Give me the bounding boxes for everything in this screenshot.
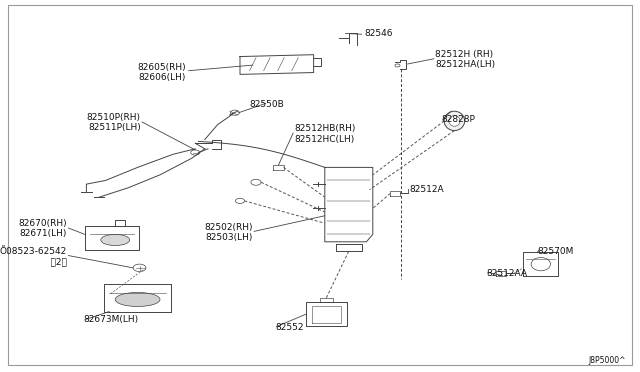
Text: 82670(RH)
82671(LH): 82670(RH) 82671(LH) (19, 219, 67, 238)
Ellipse shape (115, 292, 160, 307)
Text: 82512AA: 82512AA (486, 269, 527, 278)
Text: 82550B: 82550B (250, 100, 284, 109)
Ellipse shape (100, 234, 129, 246)
Text: 82512H (RH)
82512HA(LH): 82512H (RH) 82512HA(LH) (435, 50, 495, 69)
Text: 82512A: 82512A (410, 185, 444, 194)
Text: 82502(RH)
82503(LH): 82502(RH) 82503(LH) (204, 223, 253, 242)
Ellipse shape (531, 257, 550, 271)
Text: 82673M(LH): 82673M(LH) (83, 315, 138, 324)
Text: 82510P(RH)
82511P(LH): 82510P(RH) 82511P(LH) (87, 113, 141, 132)
Text: 82546: 82546 (365, 29, 394, 38)
Text: 82828P: 82828P (442, 115, 476, 124)
Text: 82570M: 82570M (538, 247, 574, 256)
Text: 82512HB(RH)
82512HC(LH): 82512HB(RH) 82512HC(LH) (294, 124, 356, 144)
Text: Õ08523-62542
    〈2〉: Õ08523-62542 〈2〉 (0, 247, 67, 266)
Text: 82605(RH)
82606(LH): 82605(RH) 82606(LH) (137, 63, 186, 82)
Text: 82552: 82552 (275, 323, 304, 332)
Text: J8P5000^: J8P5000^ (589, 356, 627, 365)
Ellipse shape (449, 116, 460, 126)
Ellipse shape (444, 111, 465, 131)
